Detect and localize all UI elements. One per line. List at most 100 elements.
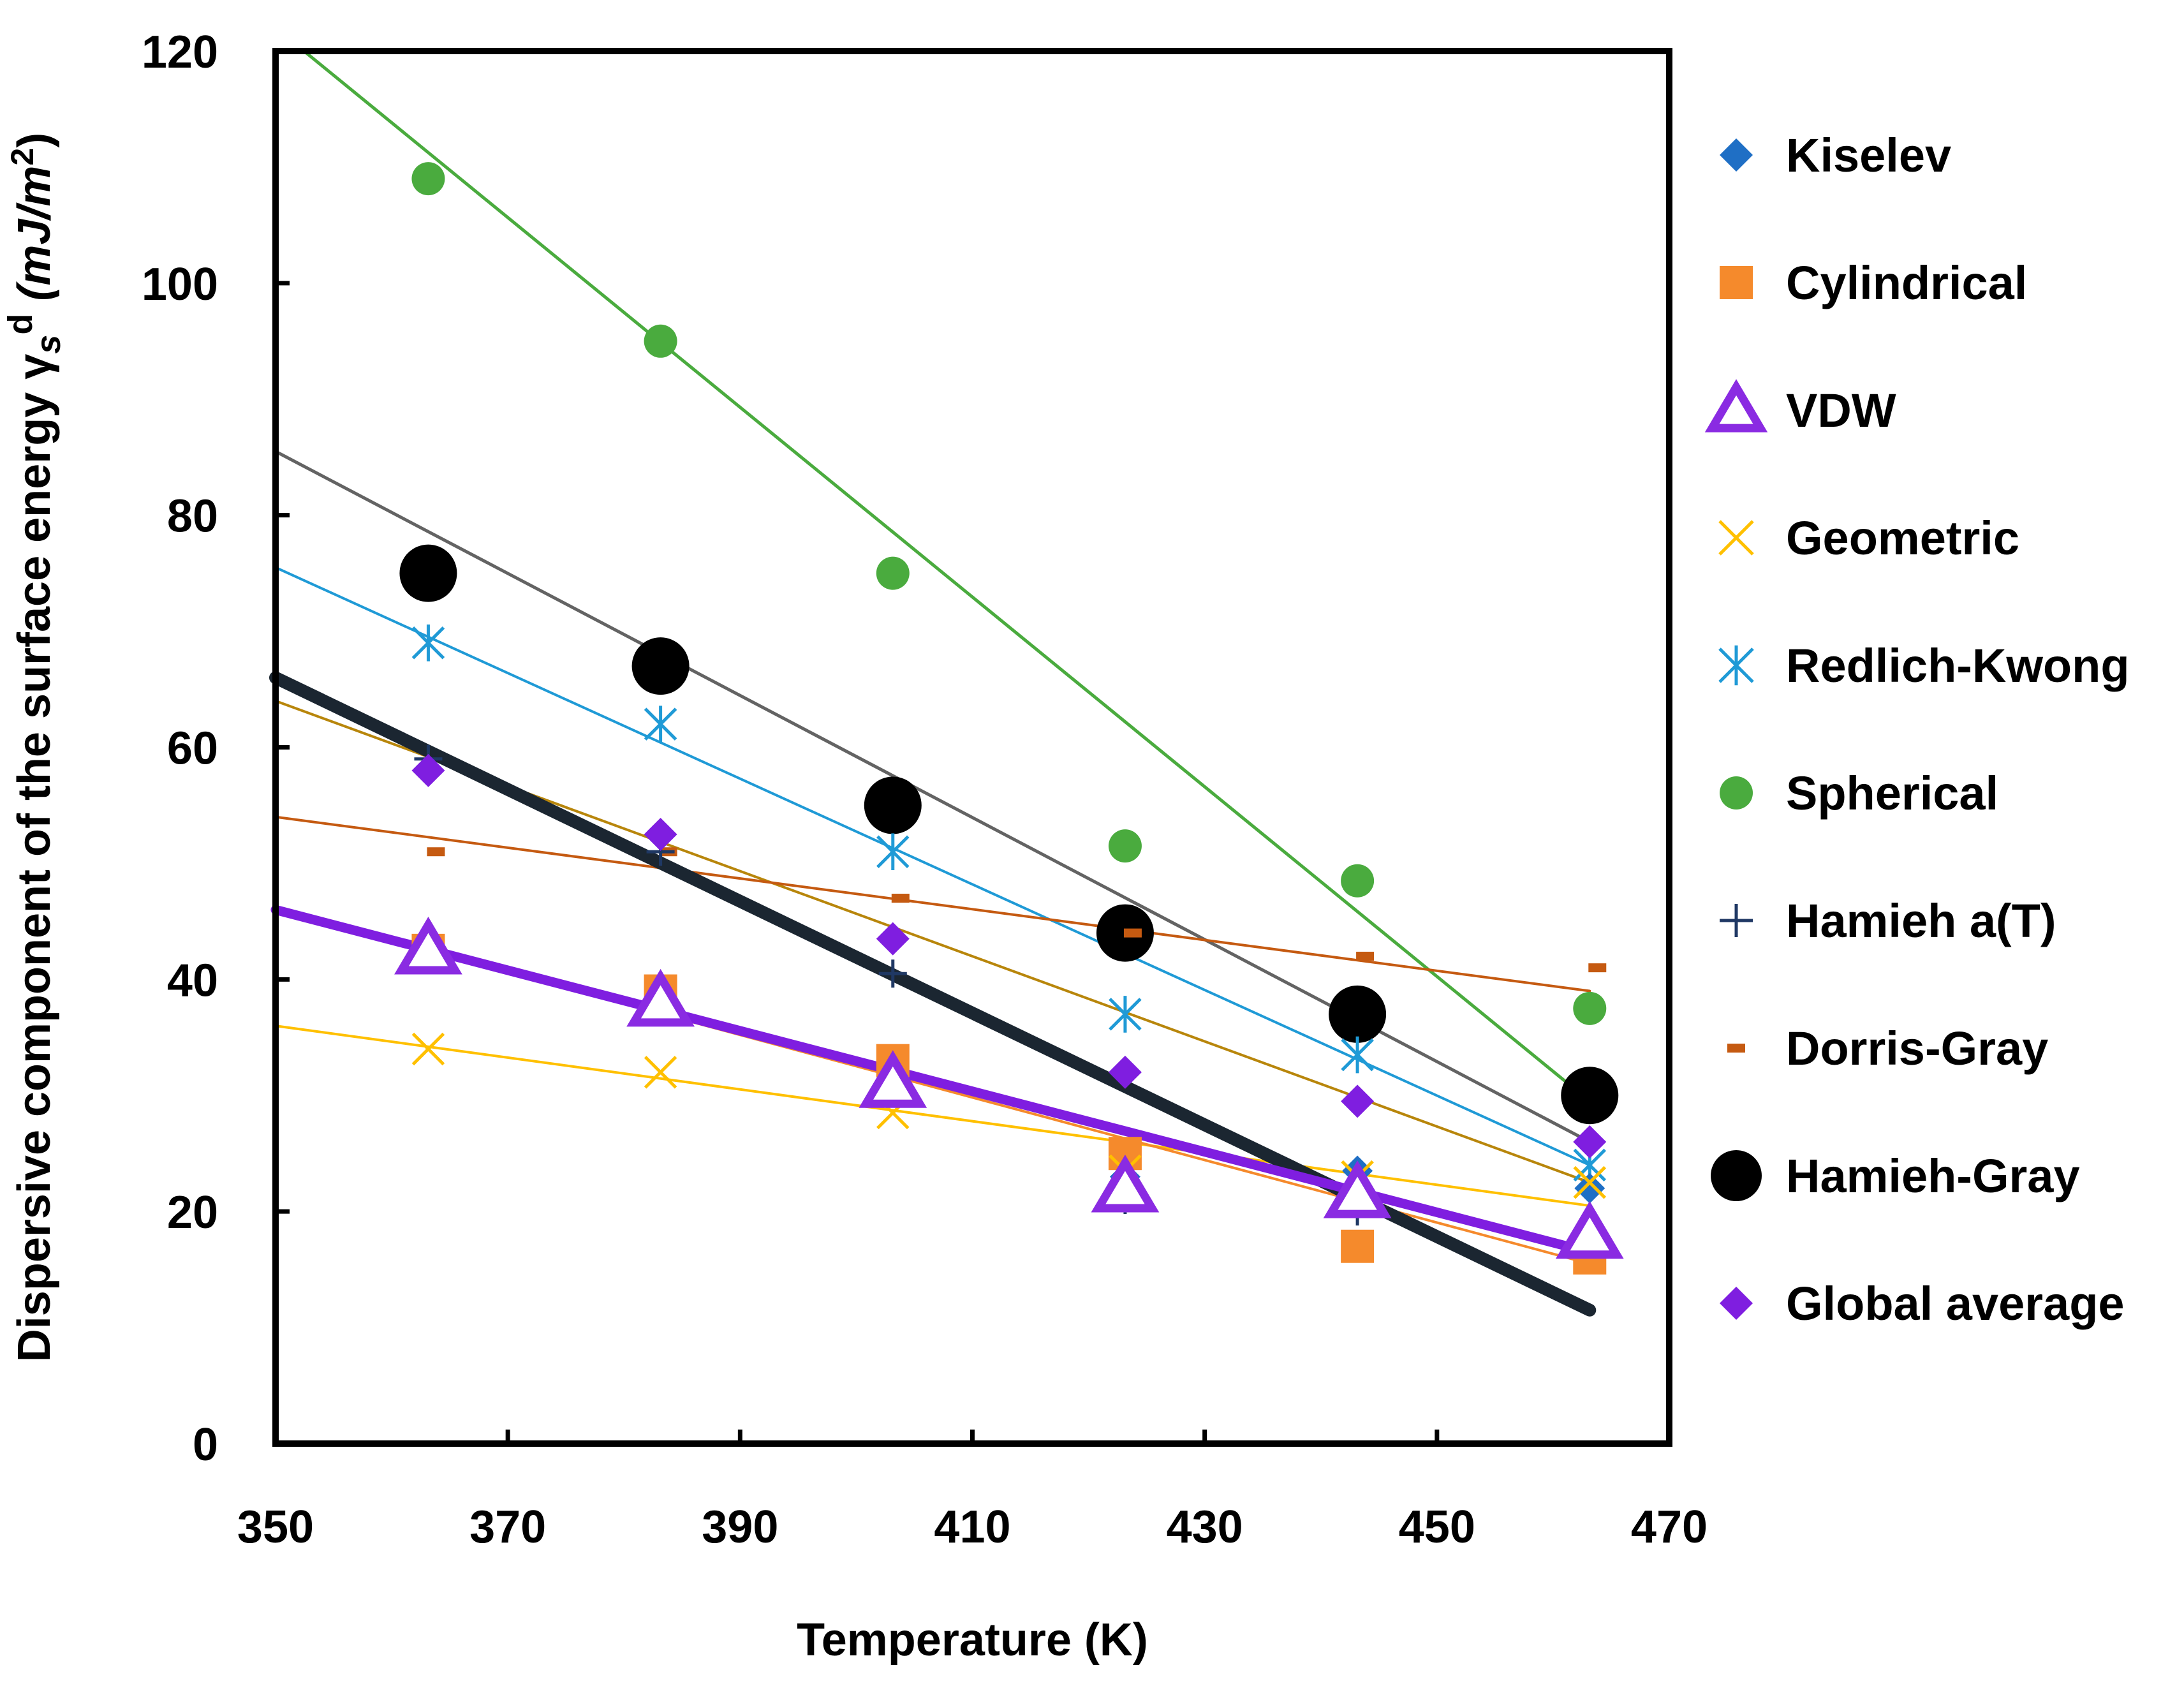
data-point: [876, 922, 910, 956]
legend-item: VDW: [1704, 379, 1896, 437]
legend-marker: [1711, 1150, 1762, 1201]
data-point: [1356, 951, 1375, 961]
data-point: [411, 162, 445, 196]
data-point: [878, 959, 907, 988]
data-point: [1341, 1229, 1375, 1263]
legend-item: Hamieh-Gray: [1711, 1150, 2080, 1202]
x-tick-label: 450: [1399, 1502, 1475, 1553]
data-point: [1108, 829, 1142, 863]
axis-ticks: 350 370 390 410 430 450 470 0 20 40 60 80 100 120: [142, 27, 1708, 1553]
data-point: [411, 624, 445, 662]
y-tick-label: 80: [167, 491, 218, 542]
data-point: [1123, 928, 1142, 938]
data-point: [1588, 963, 1607, 973]
data-point: [1573, 1165, 1607, 1199]
legend-marker: [1720, 266, 1753, 299]
data-point: [1555, 1201, 1624, 1259]
data-points: [394, 162, 1624, 1275]
y-tick-label: 0: [193, 1419, 218, 1470]
x-tick-label: 390: [702, 1502, 778, 1553]
legend-label: Spherical: [1786, 767, 1998, 820]
trendline-geometric-fit: [274, 1024, 1591, 1208]
y-axis-title-units-superscript: 2: [4, 148, 40, 166]
data-point: [1573, 991, 1607, 1025]
data-point: [864, 776, 922, 834]
series-spherical: [411, 162, 1607, 1025]
data-point: [859, 1050, 927, 1108]
data-point: [1341, 1084, 1375, 1118]
trendline-spherical-fit: [302, 49, 1591, 1103]
data-point: [1323, 1160, 1392, 1218]
data-point: [644, 324, 677, 358]
data-point: [1091, 1154, 1160, 1213]
data-point: [411, 753, 445, 787]
y-tick-label: 40: [167, 955, 218, 1006]
series-vdw: [394, 917, 1624, 1259]
series-dorris-gray: [427, 847, 1607, 973]
data-point: [1109, 996, 1142, 1033]
x-tick-label: 430: [1167, 1502, 1243, 1553]
legend-item: Kiselev: [1720, 129, 1951, 182]
series-hamieh-gray: [399, 544, 1619, 1125]
y-axis-title-main: Dispersive component of the surface ener…: [9, 354, 60, 1362]
data-point: [1561, 1067, 1619, 1125]
x-axis-title: Temperature (K): [797, 1615, 1148, 1666]
legend-item: Geometric: [1718, 512, 2019, 565]
legend-marker: [1718, 645, 1754, 686]
legend-marker: [1720, 904, 1753, 937]
legend-label: Geometric: [1786, 512, 2019, 565]
legend-item: Dorris-Gray: [1727, 1022, 2048, 1075]
y-tick-label: 100: [142, 259, 218, 310]
legend-marker: [1718, 520, 1754, 556]
data-point: [626, 968, 695, 1027]
legend-marker: [1727, 1044, 1745, 1053]
y-tick-label: 120: [142, 27, 218, 78]
legend-label: Hamieh-Gray: [1786, 1150, 2080, 1202]
legend-label: VDW: [1786, 384, 1896, 437]
legend-label: Global average: [1786, 1277, 2125, 1330]
data-point: [644, 1056, 677, 1089]
legend-item: Global average: [1720, 1277, 2125, 1330]
x-tick-label: 350: [237, 1502, 314, 1553]
legend-label: Dorris-Gray: [1786, 1022, 2048, 1075]
x-tick-label: 370: [469, 1502, 546, 1553]
legend-item: Spherical: [1720, 767, 1998, 820]
legend-item: Redlich-Kwong: [1718, 639, 2130, 692]
legend-item: Cylindrical: [1720, 256, 2027, 309]
trendline-dorris-gray-fit: [274, 815, 1591, 993]
legend-label: Cylindrical: [1786, 256, 2027, 309]
y-axis-title: Dispersive component of the surface ener…: [1, 133, 68, 1362]
legend-marker: [1720, 138, 1753, 172]
legend-marker: [1704, 379, 1768, 433]
legend-label: Hamieh a(T): [1786, 894, 2056, 947]
y-axis-title-units-close: ): [9, 133, 60, 148]
legend-label: Redlich-Kwong: [1786, 639, 2130, 692]
data-point: [1329, 985, 1387, 1043]
x-tick-label: 410: [934, 1502, 1010, 1553]
data-point: [1341, 1036, 1374, 1074]
y-axis-title-subscript: s: [29, 335, 68, 354]
data-point: [1341, 864, 1375, 898]
series-global-average: [411, 753, 1607, 1159]
legend-label: Kiselev: [1786, 129, 1951, 182]
data-point: [644, 817, 677, 851]
data-point: [891, 893, 910, 903]
data-point: [411, 1032, 445, 1066]
y-tick-label: 60: [167, 723, 218, 774]
data-point: [427, 847, 445, 857]
data-point: [394, 917, 462, 975]
data-point: [876, 833, 910, 871]
y-tick-label: 20: [167, 1187, 218, 1238]
legend-item: Hamieh a(T): [1720, 894, 2056, 947]
data-point: [631, 637, 690, 695]
data-point: [644, 706, 677, 743]
legend-marker: [1720, 776, 1753, 810]
data-point: [1573, 1125, 1607, 1159]
data-point: [1574, 1172, 1605, 1204]
legend: Kiselev Cylindrical VDW Geometric Redlich-Kw…: [1704, 129, 2130, 1330]
x-tick-label: 470: [1631, 1502, 1708, 1553]
y-axis-title-superscript: d: [1, 314, 40, 335]
y-axis-title-units: (mJ/m: [9, 166, 60, 301]
